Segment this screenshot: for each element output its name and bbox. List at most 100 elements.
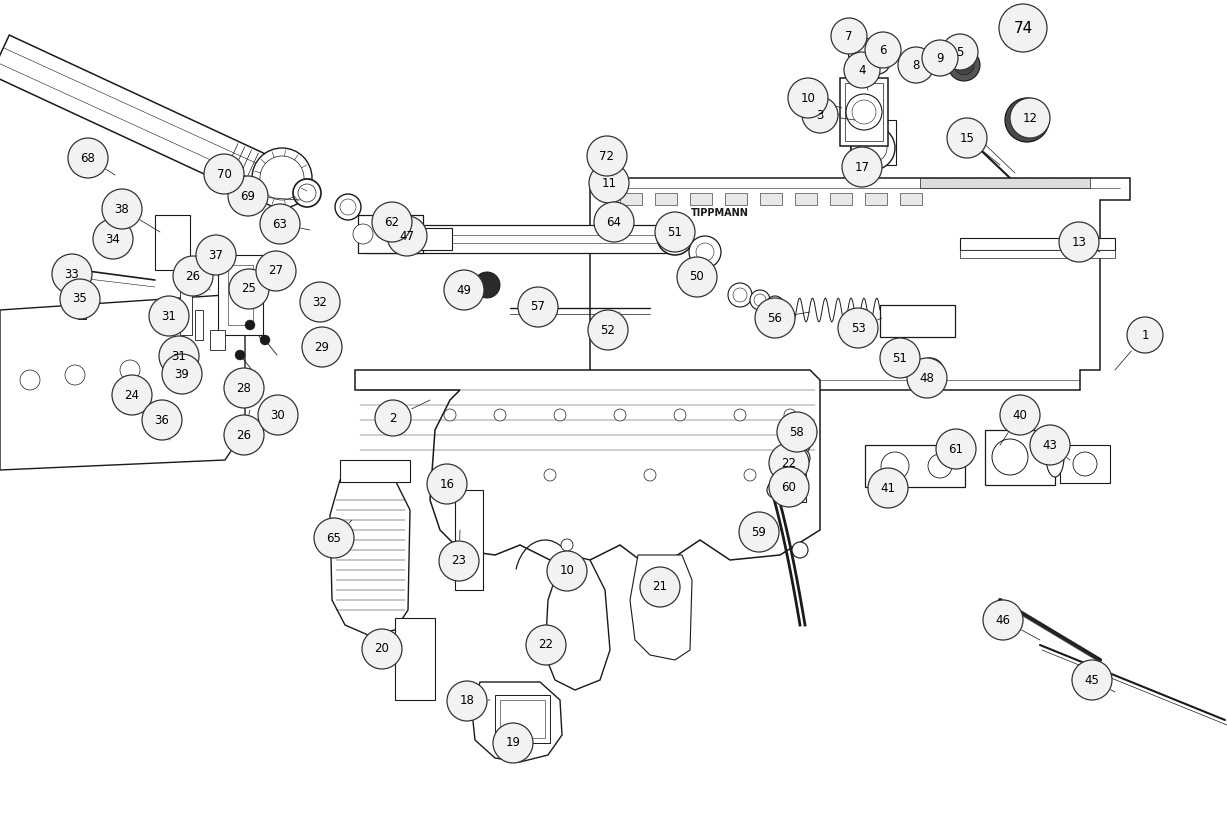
Polygon shape [0,35,290,205]
Text: 34: 34 [106,232,120,246]
FancyBboxPatch shape [1060,445,1110,483]
FancyBboxPatch shape [928,48,950,56]
Circle shape [299,282,340,322]
Text: 30: 30 [271,408,286,421]
Text: 69: 69 [240,189,255,202]
Circle shape [867,468,908,508]
Ellipse shape [1045,437,1064,477]
FancyBboxPatch shape [494,695,550,743]
FancyBboxPatch shape [358,215,423,253]
Text: 65: 65 [326,531,341,545]
Circle shape [314,518,355,558]
Text: 1: 1 [1141,328,1148,342]
Circle shape [614,409,626,421]
Circle shape [728,283,752,307]
Circle shape [948,49,980,81]
Polygon shape [0,295,245,470]
Text: 46: 46 [995,613,1011,626]
FancyBboxPatch shape [845,83,883,141]
Circle shape [942,34,978,70]
Circle shape [925,47,935,57]
Circle shape [142,400,182,440]
Text: 37: 37 [209,248,223,262]
Text: 15: 15 [960,132,974,144]
Circle shape [784,409,796,421]
Text: 43: 43 [1043,438,1058,451]
Circle shape [594,202,634,242]
Circle shape [955,55,974,75]
Circle shape [859,134,887,162]
Circle shape [656,219,693,255]
Circle shape [790,422,810,442]
Text: 28: 28 [237,382,252,395]
Text: 19: 19 [506,736,520,750]
Circle shape [335,194,361,220]
Circle shape [427,464,467,504]
Polygon shape [330,480,410,635]
FancyBboxPatch shape [655,193,677,205]
Circle shape [494,409,506,421]
Circle shape [561,539,573,551]
Circle shape [340,199,356,215]
Circle shape [777,412,817,452]
Circle shape [93,219,133,259]
Text: 10: 10 [560,565,574,577]
Text: 39: 39 [174,367,189,381]
Text: 47: 47 [400,230,415,242]
Text: 38: 38 [114,202,129,216]
Circle shape [148,296,189,336]
FancyBboxPatch shape [195,310,202,340]
Circle shape [910,50,921,60]
Polygon shape [355,370,820,560]
Circle shape [225,368,264,408]
Circle shape [252,148,312,208]
Circle shape [65,365,85,385]
Circle shape [744,469,756,481]
Circle shape [842,147,882,187]
FancyBboxPatch shape [210,330,225,350]
Circle shape [845,94,882,130]
Circle shape [1014,106,1040,134]
Circle shape [160,336,199,376]
Circle shape [196,235,236,275]
Circle shape [260,335,270,345]
Circle shape [1029,425,1070,465]
FancyBboxPatch shape [920,178,1090,188]
FancyBboxPatch shape [850,120,896,165]
Circle shape [766,296,784,314]
Circle shape [1000,395,1040,435]
Circle shape [293,179,321,207]
Circle shape [493,723,533,763]
Circle shape [790,448,810,468]
Text: 29: 29 [314,341,330,353]
Circle shape [447,681,487,721]
Circle shape [921,363,939,381]
Circle shape [767,482,783,498]
Circle shape [229,269,269,309]
Circle shape [589,163,629,203]
Circle shape [750,290,771,310]
Circle shape [547,551,587,591]
FancyBboxPatch shape [455,490,483,590]
Circle shape [67,138,108,178]
Circle shape [690,236,721,268]
Text: 31: 31 [162,310,177,322]
Text: 52: 52 [600,323,616,337]
Circle shape [991,439,1028,475]
Circle shape [888,346,912,370]
Circle shape [173,256,213,296]
Circle shape [245,320,255,330]
Text: 17: 17 [854,161,870,173]
Text: 63: 63 [272,217,287,231]
Circle shape [298,184,317,202]
Circle shape [375,400,411,436]
FancyBboxPatch shape [795,193,817,205]
Circle shape [831,18,867,54]
Circle shape [236,350,245,360]
Circle shape [518,287,558,327]
Circle shape [733,288,747,302]
Text: 25: 25 [242,282,256,296]
Text: 68: 68 [81,152,96,164]
Circle shape [587,136,627,176]
Text: 21: 21 [653,581,667,593]
